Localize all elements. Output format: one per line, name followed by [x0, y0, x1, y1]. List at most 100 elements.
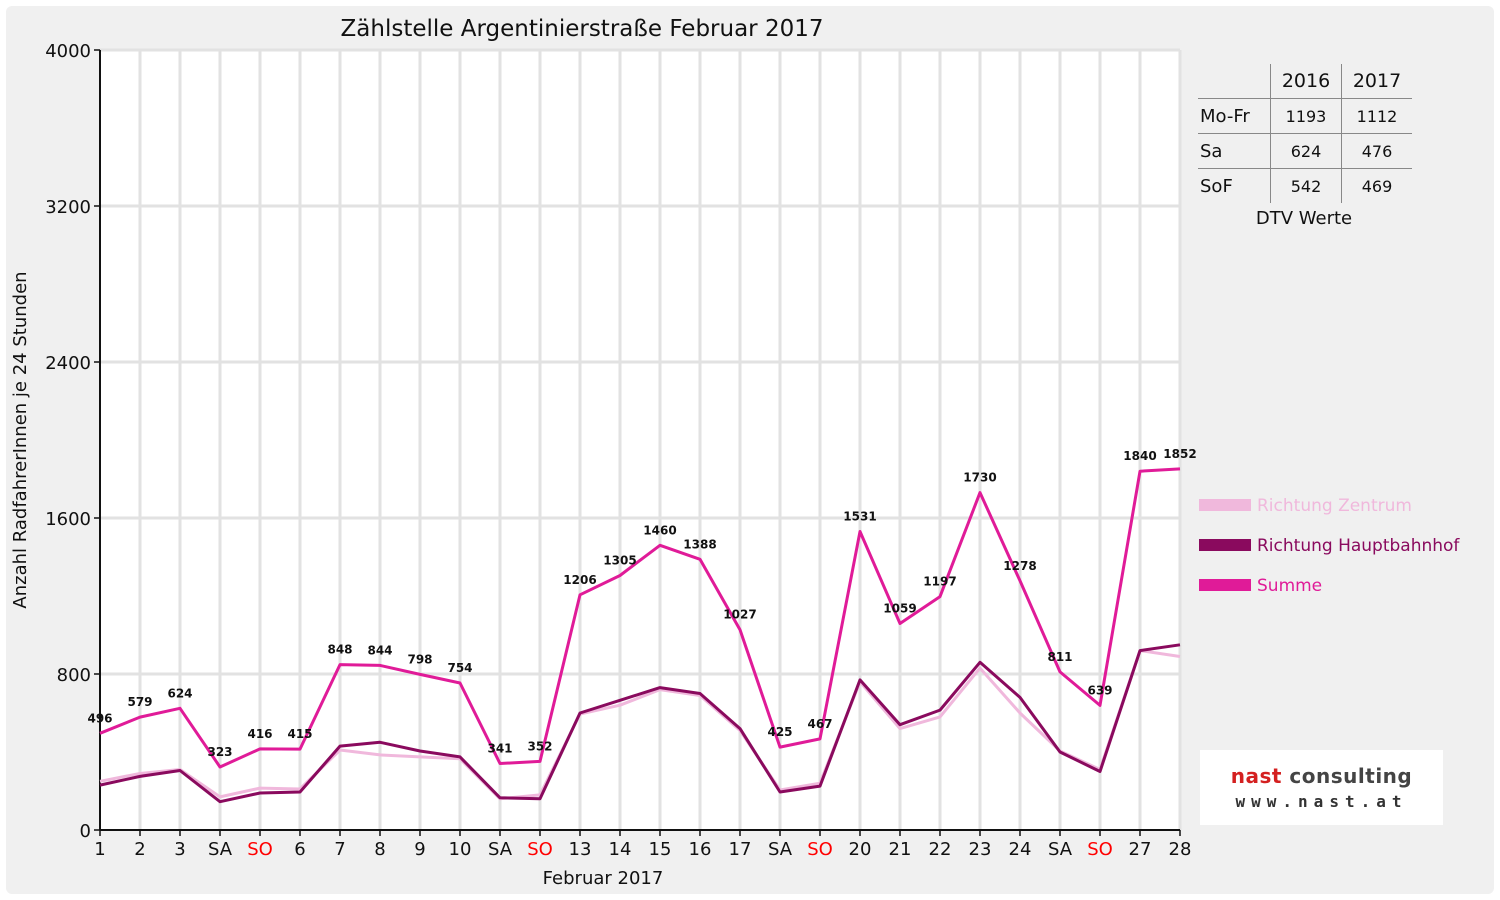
x-tick-label: SO [247, 839, 273, 860]
x-tick-label: SA [488, 839, 513, 860]
x-tick-label: 15 [649, 839, 672, 860]
x-tick-label: 14 [609, 839, 632, 860]
x-tick-label: 1 [94, 839, 105, 860]
x-tick-label: 10 [449, 839, 472, 860]
data-label: 848 [327, 643, 352, 657]
x-tick-label: 23 [969, 839, 992, 860]
data-label: 416 [247, 727, 272, 741]
data-label: 1460 [643, 523, 676, 537]
x-tick-label: SA [768, 839, 793, 860]
data-label: 467 [807, 717, 832, 731]
x-tick-label: 28 [1169, 839, 1192, 860]
data-label: 1840 [1123, 449, 1156, 463]
logo-name-part2: consulting [1281, 764, 1413, 788]
data-label: 341 [487, 742, 512, 756]
dtv-table: 2016 2017 Mo-Fr 1193 1112 Sa 624 476 SoF… [1198, 64, 1412, 203]
dtv-row: Sa 624 476 [1198, 133, 1412, 169]
dtv-row: Mo-Fr 1193 1112 [1198, 98, 1412, 134]
x-tick-label: 16 [689, 839, 712, 860]
dtv-cell: 1193 [1270, 98, 1342, 134]
data-label: 1388 [683, 537, 716, 551]
x-tick-label: SA [1048, 839, 1073, 860]
data-labels: 496 579 624 323 416 415 848 844 798 754 341 352 1206… [87, 447, 1196, 759]
data-label: 352 [527, 739, 552, 753]
x-tick-label: SO [527, 839, 553, 860]
x-tick-label: 27 [1129, 839, 1152, 860]
y-tick-label: 1600 [45, 509, 91, 530]
x-tick-label: 24 [1009, 839, 1032, 860]
legend-label: Richtung Hauptbahnhof [1257, 536, 1460, 556]
y-tick-label: 2400 [45, 353, 91, 374]
y-tick-label: 800 [57, 665, 91, 686]
data-label: 1531 [843, 509, 876, 523]
x-tick-label: 22 [929, 839, 952, 860]
x-tick-label: 8 [374, 839, 385, 860]
y-tick-label: 3200 [45, 197, 91, 218]
data-label: 1027 [723, 608, 756, 622]
dtv-cell: 469 [1341, 168, 1412, 203]
legend-label: Richtung Zentrum [1257, 496, 1412, 516]
legend-swatch [1199, 499, 1251, 511]
dtv-header-2016: 2016 [1270, 64, 1342, 99]
dtv-row-label: Mo-Fr [1198, 98, 1271, 134]
logo-url: www.nast.at [1235, 792, 1408, 811]
legend-swatch [1199, 579, 1251, 591]
y-axis-title: Anzahl RadfahrerInnen je 24 Stunden [10, 271, 31, 608]
data-label: 579 [127, 695, 152, 709]
data-label: 1730 [963, 471, 996, 485]
series-line-1 [99, 649, 1181, 801]
x-axis-title: Februar 2017 [543, 868, 664, 889]
data-label: 1278 [1003, 559, 1036, 573]
data-label: 1206 [563, 573, 596, 587]
dtv-row: SoF 542 469 [1198, 168, 1412, 203]
data-label: 1059 [883, 601, 916, 615]
x-tick-label: 2 [134, 839, 145, 860]
data-label: 754 [447, 661, 472, 675]
y-tick-label: 0 [80, 821, 91, 842]
series-lines [99, 467, 1181, 804]
data-label: 415 [287, 727, 312, 741]
dtv-cell: 624 [1270, 133, 1342, 169]
dtv-header-2017: 2017 [1341, 64, 1412, 99]
data-label: 496 [87, 711, 112, 725]
data-label: 425 [767, 725, 792, 739]
data-label: 624 [167, 686, 192, 700]
logo-name-part1: nast [1230, 764, 1282, 788]
data-label: 811 [1047, 650, 1072, 664]
series-line-2 [99, 643, 1181, 804]
logo-wordmark: nast consulting [1200, 764, 1443, 788]
dtv-cell: 1112 [1341, 98, 1412, 134]
dtv-row-label: SoF [1200, 175, 1233, 197]
dtv-cell: 476 [1341, 133, 1412, 169]
legend-swatch [1199, 539, 1251, 551]
legend: Richtung Zentrum Richtung Hauptbahnhof Sum… [1199, 496, 1460, 596]
x-tick-label: 13 [569, 839, 592, 860]
x-tick-label: SA [208, 839, 233, 860]
data-label: 1197 [923, 575, 956, 589]
chart-title: Zählstelle Argentinierstraße Februar 201… [341, 16, 824, 42]
x-tick-label: 21 [889, 839, 912, 860]
dtv-row-label: Sa [1198, 133, 1271, 169]
x-tick-label: 20 [849, 839, 872, 860]
x-tick-label: SO [807, 839, 833, 860]
x-tick-label: 7 [334, 839, 345, 860]
legend-label: Summe [1257, 576, 1322, 596]
data-label: 323 [207, 745, 232, 759]
data-label: 798 [407, 652, 432, 666]
x-tick-label: SO [1087, 839, 1113, 860]
grid-lines [100, 48, 1182, 830]
x-tick-label: 3 [174, 839, 185, 860]
dtv-header-row: 2016 2017 [1198, 64, 1412, 99]
data-label: 844 [367, 643, 392, 657]
logo: nast consulting www.nast.at [1200, 750, 1443, 825]
x-tick-label: 9 [414, 839, 425, 860]
data-label: 1852 [1163, 447, 1196, 461]
x-tick-label: 17 [729, 839, 752, 860]
x-tick-label: 6 [294, 839, 305, 860]
data-label: 639 [1087, 683, 1112, 697]
data-label: 1305 [603, 554, 636, 568]
dtv-cell: 542 [1270, 168, 1342, 203]
dtv-header-empty [1198, 64, 1271, 99]
